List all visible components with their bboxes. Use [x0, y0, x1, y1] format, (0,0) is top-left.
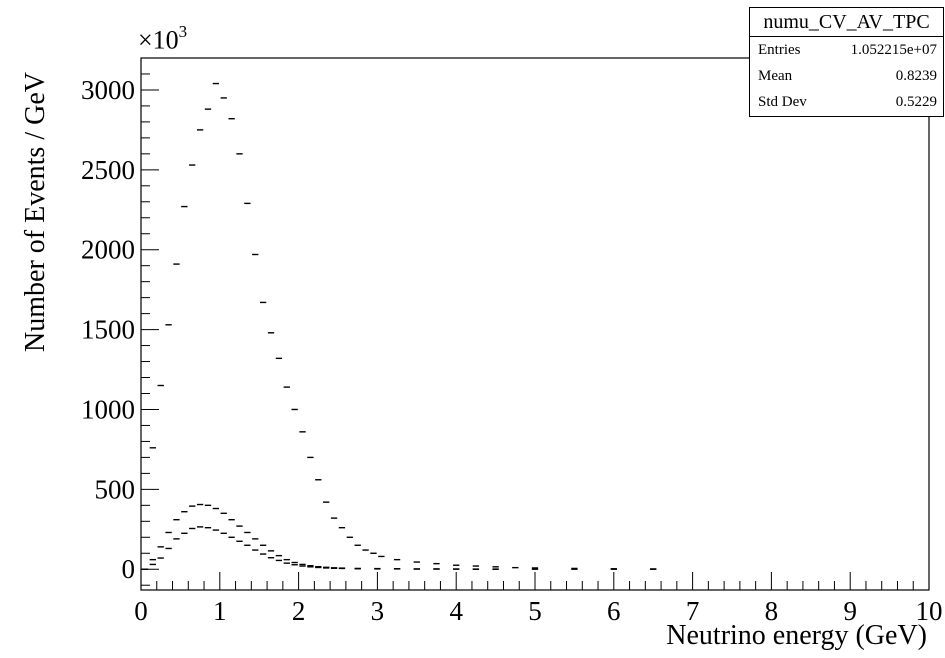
y-axis-multiplier: ×103 — [138, 22, 188, 55]
x-tick-label: 6 — [607, 596, 621, 626]
stats-value: 0.8239 — [895, 68, 937, 84]
x-tick-label: 3 — [371, 596, 385, 626]
stats-row-stddev: Std Dev 0.5229 — [750, 89, 943, 115]
x-tick-label: 2 — [292, 596, 306, 626]
stats-value: 0.5229 — [895, 94, 937, 110]
y-tick-label: 3000 — [81, 75, 135, 105]
y-tick-label: 1500 — [81, 315, 135, 345]
stats-label: Mean — [758, 68, 793, 84]
y-tick-label: 2500 — [81, 155, 135, 185]
y-tick-label: 500 — [95, 474, 136, 504]
histogram-series — [141, 82, 657, 570]
stats-row-mean: Mean 0.8239 — [750, 63, 943, 89]
x-tick-label: 9 — [843, 596, 857, 626]
y-tick-label: 0 — [122, 554, 136, 584]
stats-title: numu_CV_AV_TPC — [750, 8, 943, 37]
x-tick-label: 4 — [449, 596, 463, 626]
y-tick-label: 2000 — [81, 235, 135, 265]
stats-label: Entries — [758, 42, 801, 58]
stats-row-entries: Entries 1.052215e+07 — [750, 37, 943, 63]
x-tick-label: 10 — [916, 596, 943, 626]
x-tick-label: 7 — [686, 596, 700, 626]
stats-label: Std Dev — [758, 94, 807, 110]
x-axis-title: Neutrino energy (GeV) — [666, 620, 927, 651]
plot-frame — [140, 57, 930, 591]
y-axis-title: Number of Events / GeV — [20, 72, 51, 352]
y-tick-label: 1000 — [81, 394, 135, 424]
x-tick-label: 8 — [765, 596, 779, 626]
histogram-series — [141, 526, 499, 570]
x-tick-label: 5 — [528, 596, 542, 626]
stats-box: numu_CV_AV_TPC Entries 1.052215e+07 Mean… — [749, 7, 944, 117]
stats-value: 1.052215e+07 — [850, 42, 937, 58]
x-tick-label: 0 — [134, 596, 148, 626]
x-tick-label: 1 — [213, 596, 227, 626]
